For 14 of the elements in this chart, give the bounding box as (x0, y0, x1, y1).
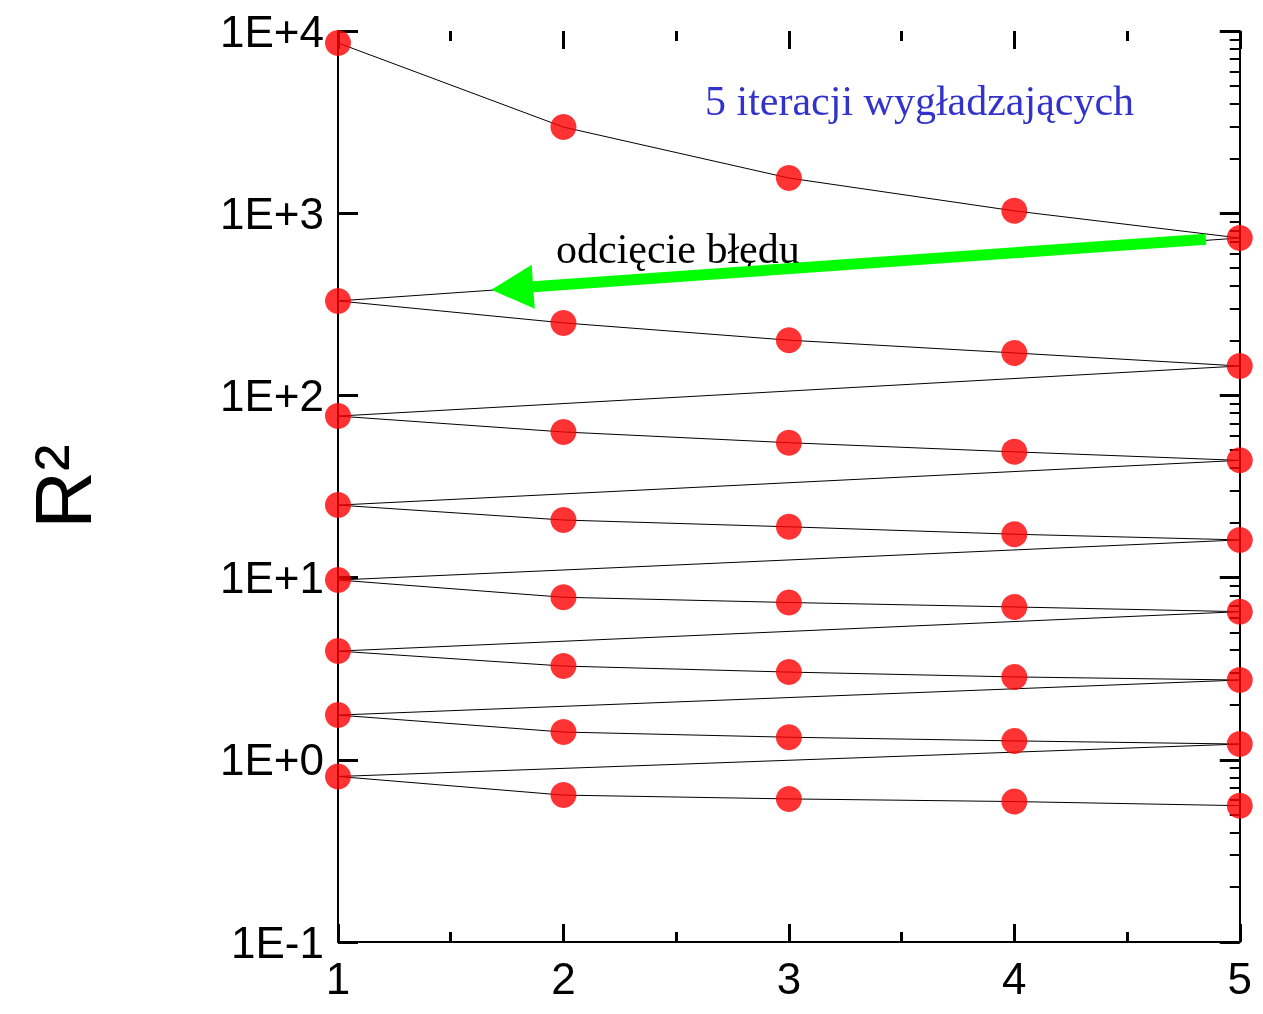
y-axis-title: R² (18, 444, 108, 529)
x-tick-label: 5 (1227, 953, 1253, 1003)
y-tick-label: 1E-1 (231, 917, 324, 967)
x-tick-label: 2 (551, 953, 576, 1003)
annotation: 5 iteracji wygładzających (705, 78, 1135, 124)
y-tick-label: 1E+3 (220, 188, 324, 238)
y-tick-label: 1E+1 (220, 553, 324, 603)
y-tick-label: 1E+2 (220, 370, 324, 420)
y-tick-label: 1E+0 (220, 735, 324, 785)
x-tick-label: 4 (1002, 953, 1027, 1003)
x-tick-label: 3 (776, 953, 802, 1003)
annotation: odcięcie błędu (556, 226, 800, 272)
x-tick-label: 1 (325, 953, 351, 1003)
y-tick-label: 1E+4 (220, 6, 324, 56)
